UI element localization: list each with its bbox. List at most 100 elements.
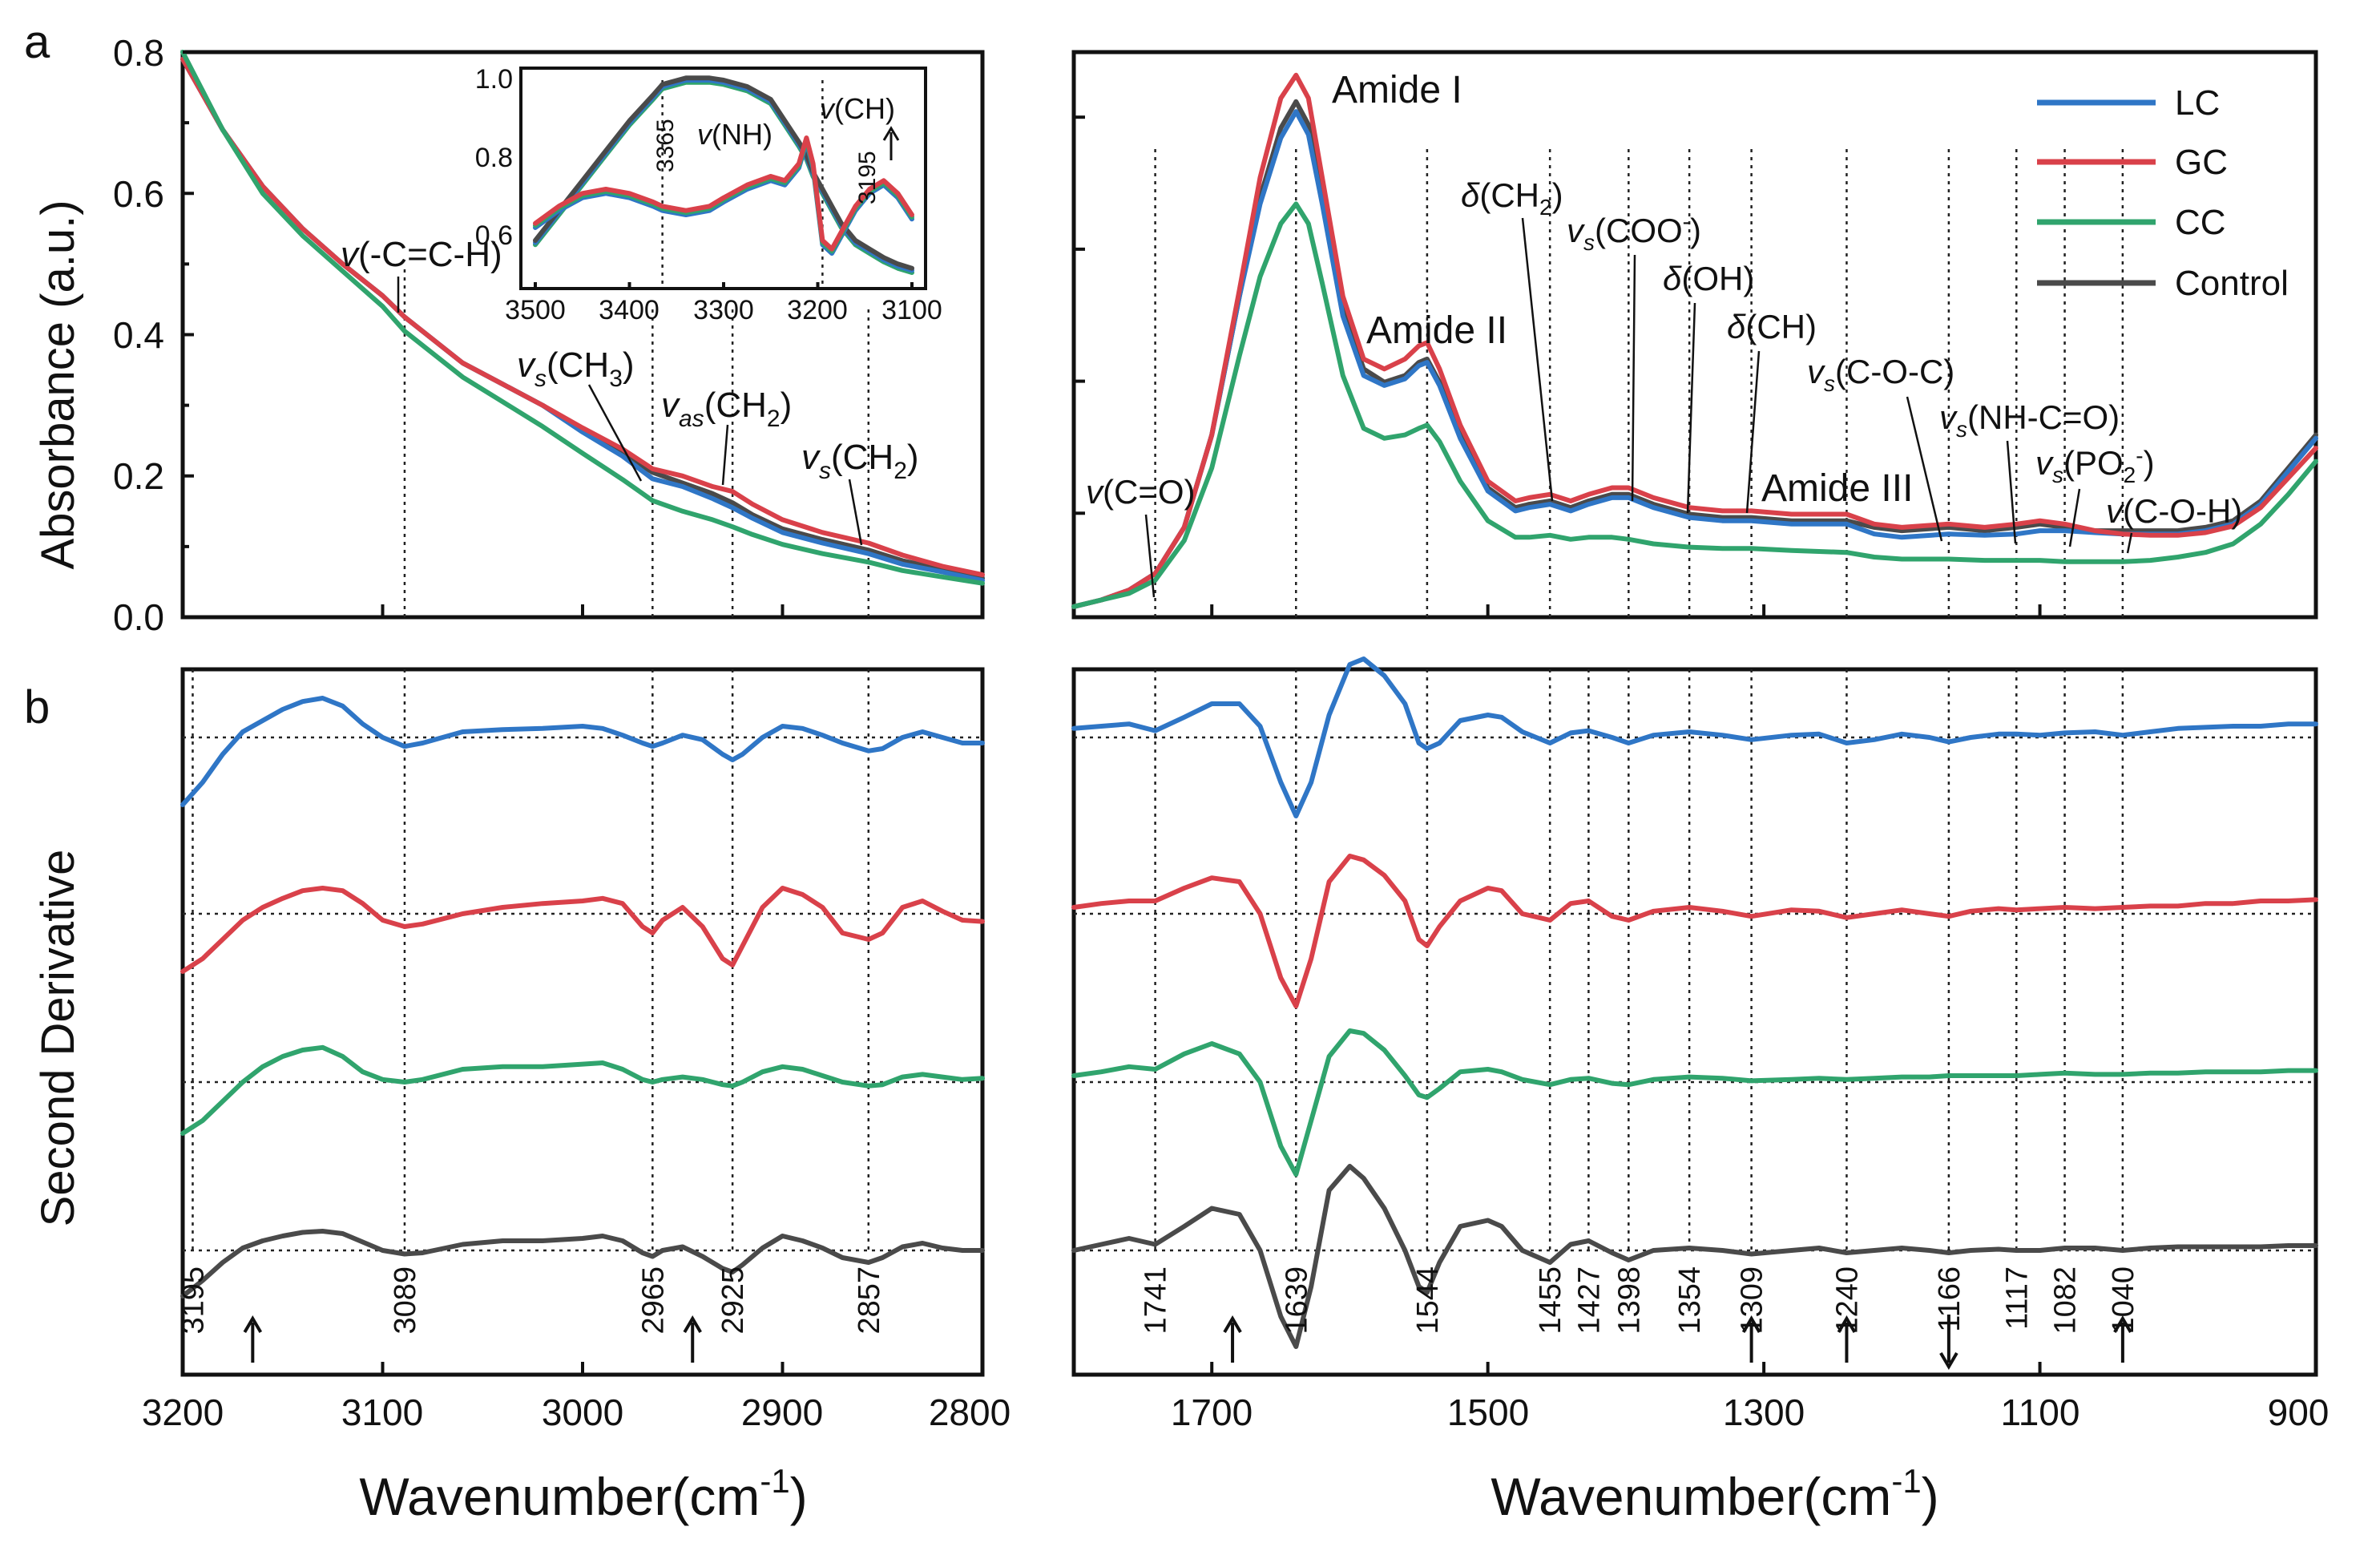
panel-b-right-x-ticks: 1700 1500 1300 1100 900 [1171, 1391, 2330, 1433]
annotation-vs-nhco: vs(NH-C=O) [1939, 398, 2120, 442]
legend-label-gc: GC [2175, 143, 2228, 182]
peak-label-1117: 1117 [2000, 1266, 2034, 1330]
panel-label-a: a [24, 16, 50, 68]
annotation-leader [1745, 350, 1761, 514]
y-axis-title-absorbance: Absorbance (a.u.) [32, 200, 84, 569]
annotation-vs-coc: vs(C-O-C) [1807, 353, 1954, 396]
axis-ticks [181, 50, 2317, 1375]
series-cc-second-derivative [1071, 1028, 2318, 1177]
annotation-delta-ch2: δ(CH2) [1461, 176, 1563, 220]
annotation-leader [1521, 217, 1554, 502]
x-tick-label: 3200 [142, 1391, 224, 1433]
annotation-leader [587, 384, 643, 482]
arrow-up-icon [2113, 1315, 2132, 1363]
annotation-leader [2068, 488, 2081, 547]
y-tick-label: 0.2 [113, 455, 164, 497]
arrow-up-icon [1741, 1315, 1761, 1363]
annotation-amide-ii: Amide II [1366, 309, 1507, 352]
peak-label-1639: 1639 [1280, 1266, 1313, 1335]
peak-label-1082: 1082 [2049, 1266, 2083, 1335]
inset-x-tick-label: 3300 [693, 295, 754, 325]
annotation-delta-oh: δ(OH) [1663, 260, 1754, 297]
annotation-vs-coo: vs(COO-) [1567, 209, 1701, 255]
annotation-leader [1144, 514, 1156, 598]
peak-label-3089: 3089 [389, 1266, 422, 1335]
annotation-amide-i: Amide I [1332, 69, 1462, 111]
arrow-up-icon [1837, 1315, 1857, 1363]
inset-label-nh: v(NH) [697, 118, 772, 151]
peak-label-2965: 2965 [636, 1266, 670, 1335]
series-gc-second-derivative [1071, 854, 2318, 1009]
peak-label-1455: 1455 [1534, 1266, 1567, 1335]
spectra-series [180, 50, 2318, 1349]
y-tick-label: 0.6 [113, 173, 164, 215]
annotation-vs-po2: vs(PO2-) [2035, 443, 2155, 487]
series-control-second-derivative [1071, 1164, 2318, 1349]
annotation-vs-ch3: vs(CH3) [517, 345, 635, 392]
series-cc-second-derivative [180, 1044, 985, 1136]
inset-label-ch: v(CH) [820, 92, 895, 125]
x-tick-label: 1100 [2001, 1391, 2080, 1433]
annotation-vas-ch2: vas(CH2) [661, 386, 792, 432]
series-cc-absorbance-left [180, 50, 985, 586]
peak-labels: 3195 3089 2965 2925 2857 1741 1639 1544 1455 1427… [176, 1266, 2140, 1370]
panel-label-b: b [24, 681, 50, 733]
peak-label-1544: 1544 [1411, 1266, 1445, 1335]
inset-marker-3195: 3195 [854, 151, 881, 204]
annotation-delta-ch: δ(CH) [1727, 308, 1817, 345]
series-gc-absorbance-right [1071, 72, 2318, 609]
x-tick-label: 2800 [929, 1391, 1010, 1433]
inset-x-tick-label: 3100 [881, 295, 942, 325]
peak-label-2925: 2925 [716, 1266, 750, 1335]
arrow-down-icon [1939, 1315, 1958, 1370]
x-tick-label: 1300 [1723, 1391, 1805, 1433]
peak-label-2857: 2857 [853, 1266, 886, 1335]
arrow-up-icon [243, 1315, 263, 1363]
x-axis-title-right: Wavenumber(cm-1) [1491, 1462, 1938, 1526]
annotation-v-coh: v(C-O-H) [2106, 492, 2242, 530]
legend: LC GC CC Control [2037, 83, 2289, 303]
series-gc-absorbance-left [180, 56, 985, 578]
peak-label-1741: 1741 [1140, 1266, 1173, 1335]
x-axis-title-left: Wavenumber(cm-1) [359, 1462, 807, 1526]
inset-series-wide1-2 [533, 75, 914, 271]
panel-b-right-frame [1071, 667, 2318, 1377]
peak-label-1427: 1427 [1572, 1266, 1606, 1335]
arrow-up-icon [683, 1315, 702, 1363]
annotation-v-cch: v(-C=C-H) [341, 235, 502, 274]
inset-series-wide2-2 [533, 135, 914, 252]
annotation-leader [1906, 396, 1943, 542]
y-tick-label: 0.8 [113, 32, 164, 74]
annotation-leader [721, 424, 729, 486]
inset-plot [533, 75, 914, 289]
arrow-up-icon [1223, 1315, 1242, 1363]
series-lc-absorbance-right [1071, 109, 2318, 609]
series-control-second-derivative [180, 1229, 985, 1299]
panel-a-y-ticks: 0.0 0.2 0.4 0.6 0.8 [113, 32, 164, 638]
annotation-v-co: v(C=O) [1086, 473, 1196, 511]
x-tick-label: 2900 [741, 1391, 823, 1433]
y-tick-label: 0.4 [113, 314, 164, 356]
annotation-leader [1686, 302, 1696, 514]
x-tick-label: 900 [2268, 1391, 2330, 1433]
inset-x-tick-label: 3200 [787, 295, 848, 325]
x-tick-label: 1700 [1171, 1391, 1253, 1433]
annotation-leader [2006, 440, 2017, 544]
inset-y-tick-label: 0.6 [475, 220, 513, 251]
annotation-leader [2126, 532, 2133, 554]
peak-label-1354: 1354 [1673, 1266, 1707, 1335]
x-tick-label: 3100 [341, 1391, 423, 1433]
panel-b-left-x-ticks: 3200 3100 3000 2900 2800 [142, 1391, 1010, 1433]
panel-a-right-frame [1071, 50, 2318, 620]
peak-label-1398: 1398 [1612, 1266, 1646, 1335]
x-tick-label: 3000 [542, 1391, 623, 1433]
annotation-amide-iii: Amide III [1761, 467, 1913, 510]
inset-y-ticks: 1.0 0.8 0.6 [475, 64, 513, 251]
x-tick-label: 1500 [1447, 1391, 1529, 1433]
annotation-vs-ch2: vs(CH2) [801, 438, 919, 484]
inset-x-tick-label: 3400 [599, 295, 660, 325]
inset-y-tick-label: 1.0 [475, 64, 513, 95]
series-lc-second-derivative [180, 696, 985, 807]
peak-label-3195: 3195 [176, 1266, 210, 1335]
annotation-leader [1631, 254, 1636, 502]
